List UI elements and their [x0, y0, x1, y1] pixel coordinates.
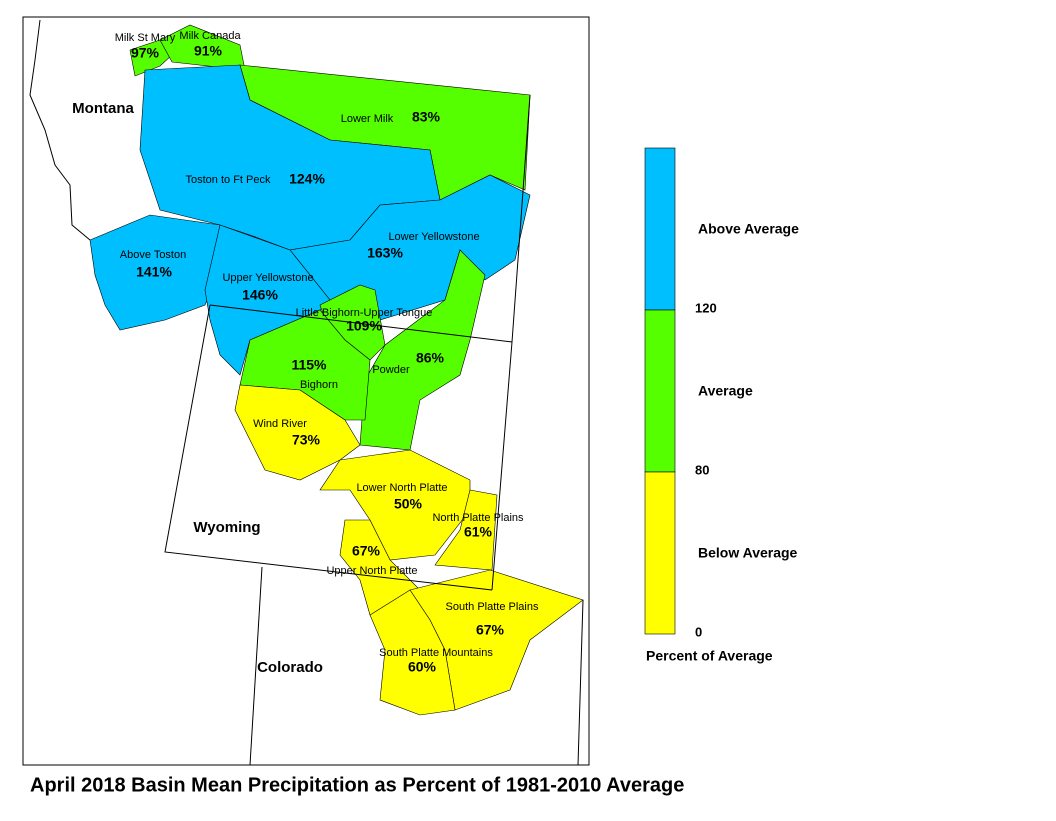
state-borders: [29, 19, 584, 766]
basin-name: South Platte Mountains: [379, 647, 493, 659]
basin-percent: 91%: [194, 43, 223, 59]
basin-name: Little Bighorn-Upper Tongue: [296, 307, 433, 319]
basin: [369, 589, 456, 716]
montana-border: [511, 94, 531, 343]
basin-name: Toston to Ft Peck: [186, 174, 271, 186]
basin: [434, 489, 498, 571]
legend-swatch: [644, 147, 676, 311]
basin: [159, 24, 246, 71]
map-title: April 2018 Basin Mean Precipitation as P…: [30, 774, 684, 796]
basin-percent: 61%: [464, 524, 493, 540]
colorado-border: [249, 566, 263, 766]
basin: [234, 384, 361, 481]
basin-name: Above Toston: [120, 249, 186, 261]
basin-percent: 86%: [416, 350, 445, 366]
basin: [89, 214, 221, 331]
basin-percent: 115%: [291, 357, 327, 373]
basin-name: Powder: [372, 364, 410, 376]
state-label: Wyoming: [193, 519, 260, 536]
basin-name: Milk St Mary: [115, 32, 176, 44]
basin: [359, 249, 486, 451]
basin-percent: 124%: [289, 171, 325, 187]
montana-border: [29, 19, 91, 241]
legend-tick-label: 0: [695, 624, 702, 639]
wyoming-border: [164, 304, 493, 591]
basin-name: Lower Yellowstone: [388, 231, 479, 243]
basin-percent: 73%: [292, 432, 321, 448]
basin-name: Lower Milk: [341, 113, 394, 125]
state-label: Montana: [72, 100, 134, 117]
basin-percent: 60%: [408, 659, 437, 675]
basin-percent: 141%: [136, 264, 172, 280]
basin-name: South Platte Plains: [446, 601, 539, 613]
state-label: Colorado: [257, 659, 323, 676]
legend-class-label: Average: [698, 383, 753, 399]
basin-name: North Platte Plains: [432, 512, 524, 524]
basin-name: Upper Yellowstone: [222, 272, 313, 284]
colorado-border: [577, 599, 584, 766]
legend-tick-label: 120: [695, 300, 717, 315]
basin-name: Bighorn: [300, 379, 338, 391]
basin: [204, 224, 331, 376]
legend-tick-label: 80: [695, 462, 709, 477]
basin-percent: 146%: [242, 287, 278, 303]
legend-class-label: Below Average: [698, 545, 798, 561]
basin-name: Milk Canada: [179, 30, 241, 42]
basin-percent: 163%: [367, 245, 403, 261]
basin-percent: 67%: [476, 622, 505, 638]
basin: [129, 39, 173, 77]
legend-swatch: [644, 309, 676, 473]
basin-percent: 97%: [131, 45, 160, 61]
basin-name: Wind River: [253, 418, 307, 430]
legend-class-label: Above Average: [698, 221, 799, 237]
basin-percent: 109%: [346, 318, 382, 334]
basin: [319, 449, 471, 561]
basin-percent: 50%: [394, 496, 423, 512]
basin-percent: 83%: [412, 109, 441, 125]
legend-swatch: [644, 471, 676, 635]
basin-name: Lower North Platte: [356, 482, 447, 494]
basin-percent: 67%: [352, 543, 381, 559]
legend-title: Percent of Average: [646, 648, 773, 664]
basin-name: Upper North Platte: [326, 565, 417, 577]
